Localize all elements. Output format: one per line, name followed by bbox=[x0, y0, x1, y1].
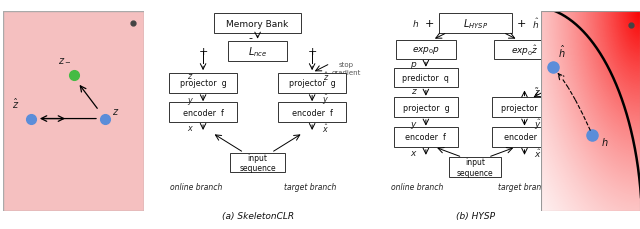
Bar bbox=[492, 98, 557, 117]
Text: $\hat{y}$: $\hat{y}$ bbox=[534, 117, 541, 131]
Text: +: + bbox=[307, 46, 317, 57]
Text: $\hat{x}$: $\hat{x}$ bbox=[534, 147, 541, 159]
Text: h: h bbox=[412, 19, 418, 29]
Bar bbox=[439, 14, 511, 34]
Text: $exp_0 \hat{z}$: $exp_0 \hat{z}$ bbox=[511, 43, 538, 58]
Text: +: + bbox=[424, 19, 434, 29]
Text: $exp_0 p$: $exp_0 p$ bbox=[412, 45, 440, 56]
Bar bbox=[492, 128, 557, 147]
Text: (b) HYSP: (b) HYSP bbox=[456, 211, 495, 220]
Text: projector  g: projector g bbox=[180, 79, 227, 88]
Text: encoder  f: encoder f bbox=[182, 108, 223, 117]
Text: (a) SkeletonCLR: (a) SkeletonCLR bbox=[221, 211, 294, 220]
Bar bbox=[394, 98, 458, 117]
Text: $\hat{z}$: $\hat{z}$ bbox=[323, 70, 329, 82]
Bar bbox=[230, 153, 285, 172]
Text: $\hat{y}$: $\hat{y}$ bbox=[323, 92, 329, 107]
Text: y: y bbox=[410, 120, 416, 129]
Text: $\tilde{z}$: $\tilde{z}$ bbox=[534, 86, 541, 98]
Text: encoder  f: encoder f bbox=[406, 133, 446, 142]
Text: encoder  f: encoder f bbox=[504, 133, 545, 142]
Text: $z$: $z$ bbox=[112, 106, 120, 116]
Text: input
sequence: input sequence bbox=[239, 153, 276, 172]
Text: projector  g: projector g bbox=[501, 103, 548, 112]
Text: $\hat{x}$: $\hat{x}$ bbox=[323, 122, 329, 134]
Text: $L_{HYSP}$: $L_{HYSP}$ bbox=[463, 17, 488, 31]
Bar bbox=[278, 74, 346, 93]
Text: online branch: online branch bbox=[170, 182, 223, 191]
Text: input
sequence: input sequence bbox=[457, 158, 493, 177]
Text: $z_-$: $z_-$ bbox=[58, 54, 72, 64]
Text: stop
gradient: stop gradient bbox=[332, 62, 361, 75]
Bar bbox=[169, 103, 237, 122]
Text: x: x bbox=[187, 124, 192, 133]
Bar bbox=[169, 74, 237, 93]
Text: z: z bbox=[188, 71, 191, 81]
Bar bbox=[449, 158, 501, 177]
Text: target branch: target branch bbox=[284, 182, 336, 191]
Text: predictor  q: predictor q bbox=[403, 74, 449, 83]
Text: Memory Bank: Memory Bank bbox=[227, 19, 289, 29]
Text: online branch: online branch bbox=[391, 182, 444, 191]
Text: projector  g: projector g bbox=[403, 103, 449, 112]
Text: p: p bbox=[410, 60, 416, 69]
Text: encoder  f: encoder f bbox=[292, 108, 333, 117]
Bar bbox=[394, 128, 458, 147]
Text: $\hat{h}$: $\hat{h}$ bbox=[558, 43, 565, 59]
Text: $h$: $h$ bbox=[600, 135, 608, 147]
Bar bbox=[396, 41, 456, 60]
Bar bbox=[495, 41, 554, 60]
Text: +: + bbox=[516, 19, 526, 29]
Bar bbox=[278, 103, 346, 122]
Text: $\hat{z}$: $\hat{z}$ bbox=[12, 96, 20, 110]
Text: +: + bbox=[198, 46, 208, 57]
Bar bbox=[214, 14, 301, 34]
Text: y: y bbox=[187, 95, 192, 104]
Text: projector  g: projector g bbox=[289, 79, 335, 88]
Text: stop
gradient: stop gradient bbox=[550, 87, 580, 101]
Text: target branch: target branch bbox=[499, 182, 550, 191]
Bar bbox=[228, 42, 287, 61]
Bar bbox=[394, 69, 458, 88]
Text: $L_{nce}$: $L_{nce}$ bbox=[248, 45, 268, 58]
Text: x: x bbox=[410, 148, 416, 158]
Text: z: z bbox=[411, 87, 415, 96]
Text: -: - bbox=[249, 33, 253, 43]
Text: $\hat{h}$: $\hat{h}$ bbox=[532, 17, 539, 31]
